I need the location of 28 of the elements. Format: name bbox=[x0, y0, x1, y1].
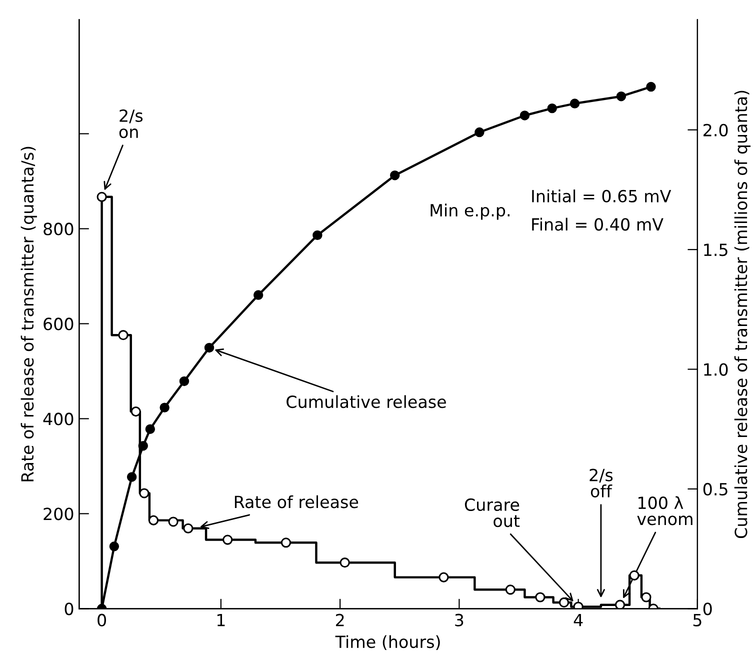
annotation: Curare out bbox=[464, 498, 520, 528]
y-tick-label: 200 bbox=[44, 508, 74, 520]
x-axis-title: Time (hours) bbox=[335, 635, 440, 650]
annotation: 2/s on bbox=[119, 109, 143, 138]
y2-tick-label: 0.5 bbox=[703, 482, 728, 496]
annotation: 100 λ venom bbox=[637, 496, 692, 526]
x-tick-label: 0 bbox=[98, 614, 106, 626]
x-tick-label: 1 bbox=[217, 614, 225, 626]
annotation: Initial = 0.65 mV bbox=[532, 190, 672, 202]
x-tick-label: 4 bbox=[574, 614, 583, 626]
y2-tick-label: 1.5 bbox=[704, 244, 728, 256]
y2-tick-label: 0 bbox=[703, 602, 712, 616]
y-tick-label: 800 bbox=[44, 222, 74, 236]
y2-tick-label: 2.0 bbox=[704, 124, 728, 136]
annotation: Min e.p.p. bbox=[430, 204, 510, 220]
series-label: Rate of release bbox=[234, 495, 358, 508]
y2-tick-label: 1.0 bbox=[704, 363, 728, 376]
x-tick-label: 2 bbox=[336, 614, 344, 626]
y-tick-label: 600 bbox=[44, 318, 74, 330]
y-tick-label: 400 bbox=[43, 412, 74, 426]
x-tick-label: 5 bbox=[693, 614, 702, 626]
annotation: Final = 0.40 mV bbox=[532, 218, 664, 231]
annotation: 2/s off bbox=[590, 468, 613, 498]
y-axis-title: Rate of release of transmitter (quanta/s) bbox=[20, 146, 37, 482]
text: Cumulative release bbox=[286, 395, 446, 408]
y-tick-label: 0 bbox=[64, 602, 74, 616]
x-tick-label: 3 bbox=[455, 614, 464, 626]
y2-axis-title: Cumulative release of transmitter (millions of quanta) bbox=[734, 90, 750, 538]
